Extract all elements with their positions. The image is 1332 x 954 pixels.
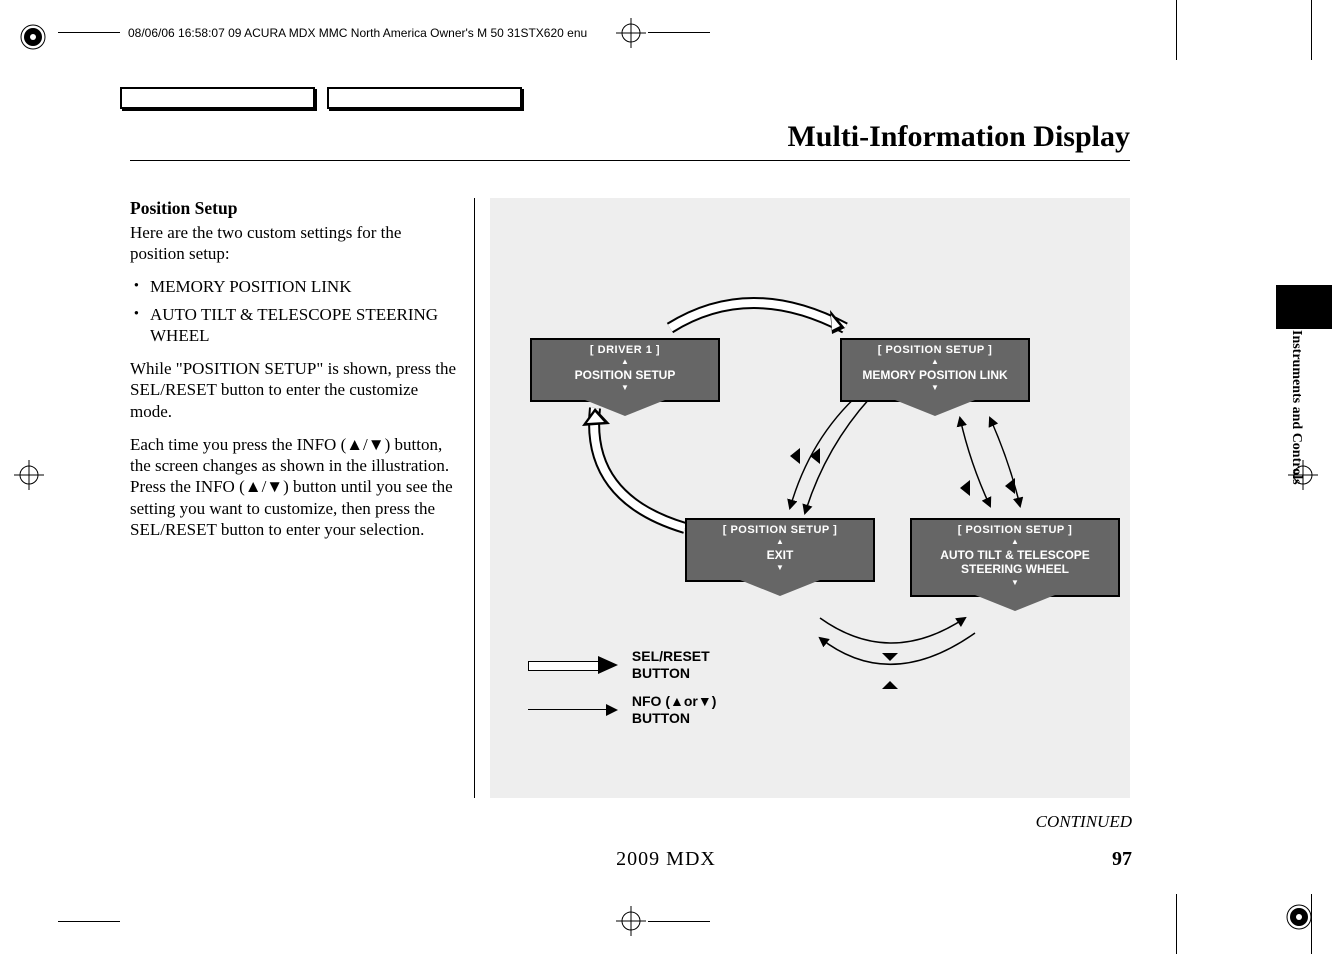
legend-label: BUTTON: [632, 665, 690, 681]
crop-mark: [1176, 894, 1177, 954]
thin-arrow-icon: [528, 703, 618, 717]
crop-mark: [648, 32, 710, 33]
header-box: [327, 87, 522, 109]
body-intro: Here are the two custom settings for the…: [130, 222, 460, 265]
diagram-panel: [ DRIVER 1 ] ▲ POSITION SETUP ▼ [ POSITI…: [490, 198, 1130, 798]
up-icon: ▲: [918, 538, 1112, 546]
reg-mark-tl: [18, 22, 48, 52]
down-icon: ▼: [693, 564, 867, 572]
screen-exit: [ POSITION SETUP ] ▲ EXIT ▼: [685, 518, 875, 582]
reg-mark-br: [1284, 902, 1314, 932]
crop-mark: [1311, 894, 1312, 954]
list-item: MEMORY POSITION LINK: [130, 276, 460, 297]
title-rule: [130, 160, 1130, 161]
screen-main: POSITION SETUP: [538, 368, 712, 382]
up-icon: ▲: [848, 358, 1022, 366]
chapter-label: Instruments and Controls: [1288, 330, 1304, 485]
continued-label: CONTINUED: [1036, 812, 1132, 832]
side-tab: [1276, 285, 1332, 329]
screen-driver1: [ DRIVER 1 ] ▲ POSITION SETUP ▼: [530, 338, 720, 402]
screen-header: [ POSITION SETUP ]: [918, 524, 1112, 536]
body-heading: Position Setup: [130, 198, 460, 220]
up-icon: ▲: [693, 538, 867, 546]
header-box: [120, 87, 315, 109]
bullet-list: MEMORY POSITION LINK AUTO TILT & TELESCO…: [130, 276, 460, 346]
legend-info: NFO (▲or▼) BUTTON: [528, 693, 716, 727]
crosshair-left: [14, 460, 44, 490]
crosshair-bottom: [616, 906, 646, 936]
up-icon: ▲: [538, 358, 712, 366]
body-para: While "POSITION SETUP" is shown, press t…: [130, 358, 460, 422]
body-para: Each time you press the INFO (▲/▼) butto…: [130, 434, 460, 540]
screen-auto-tilt: [ POSITION SETUP ] ▲ AUTO TILT & TELESCO…: [910, 518, 1120, 597]
down-icon: ▼: [538, 384, 712, 392]
crosshair-top: [616, 18, 646, 48]
page: 08/06/06 16:58:07 09 ACURA MDX MMC North…: [0, 0, 1332, 954]
crop-mark: [648, 921, 710, 922]
screen-header: [ POSITION SETUP ]: [848, 344, 1022, 356]
crop-mark: [1176, 0, 1177, 60]
screen-main: EXIT: [693, 548, 867, 562]
screen-main: AUTO TILT & TELESCOPE STEERING WHEEL: [918, 548, 1112, 577]
footer-model: 2009 MDX: [616, 848, 716, 871]
legend-label: SEL/RESET: [632, 648, 710, 664]
header-boxes: [120, 87, 522, 109]
crop-mark: [58, 921, 120, 922]
body-text: Position Setup Here are the two custom s…: [130, 198, 460, 552]
screen-header: [ POSITION SETUP ]: [693, 524, 867, 536]
legend-label: NFO (▲or▼): [632, 693, 716, 709]
screen-header: [ DRIVER 1 ]: [538, 344, 712, 356]
thick-arrow-icon: [528, 658, 618, 672]
crop-mark: [58, 32, 120, 33]
page-number: 97: [1112, 848, 1132, 871]
screen-main: MEMORY POSITION LINK: [848, 368, 1022, 382]
crop-mark: [1311, 0, 1312, 60]
section-title: Multi-Information Display: [787, 120, 1130, 154]
screen-memory-link: [ POSITION SETUP ] ▲ MEMORY POSITION LIN…: [840, 338, 1030, 402]
legend-sel-reset: SEL/RESET BUTTON: [528, 648, 710, 682]
list-item: AUTO TILT & TELESCOPE STEERING WHEEL: [130, 304, 460, 347]
column-divider: [474, 198, 475, 798]
down-icon: ▼: [848, 384, 1022, 392]
print-header: 08/06/06 16:58:07 09 ACURA MDX MMC North…: [128, 26, 587, 40]
legend-label: BUTTON: [632, 710, 690, 726]
down-icon: ▼: [918, 579, 1112, 587]
